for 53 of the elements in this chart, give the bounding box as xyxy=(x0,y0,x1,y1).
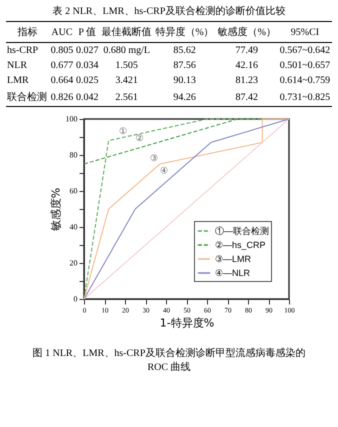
legend-label: ①—联合检测 xyxy=(215,226,269,236)
category-label: P 值 xyxy=(74,22,100,42)
legend-label: ②—hs_CRP xyxy=(215,240,266,250)
text: 85.62 xyxy=(173,45,196,56)
category-label: NLR xyxy=(7,60,27,71)
x-axis-title: 1-特异度% xyxy=(160,316,214,330)
text: 表 2 NLR、LMR、hs-CRP及联合检测的诊断价值比较 xyxy=(52,4,286,18)
text: 0.034 xyxy=(76,60,98,71)
legend-label: ④—NLR xyxy=(215,268,251,278)
category-label: AUC xyxy=(49,22,75,42)
category-label: 指标 xyxy=(6,22,50,42)
text: 0.805 xyxy=(50,45,74,56)
text: 3.421 xyxy=(115,75,138,86)
category-label: 最佳截断值 xyxy=(100,22,154,42)
y-tick-label: 60 xyxy=(70,186,78,196)
category-label: 特异度（%） xyxy=(153,22,216,42)
text: 0.501~0.657 xyxy=(280,60,330,71)
y-tick-label: 40 xyxy=(70,222,78,232)
y-tick-label: 20 xyxy=(70,258,78,268)
text: 81.23 xyxy=(236,75,258,86)
category-label: 联合检测 xyxy=(7,92,47,103)
text: 0.027 xyxy=(76,45,98,56)
legend-label: ③—LMR xyxy=(215,254,252,264)
text: 0.614~0.759 xyxy=(280,75,330,86)
y-tick-label: 100 xyxy=(66,114,78,124)
text: 0.731~0.825 xyxy=(280,92,330,102)
annotation: ③ xyxy=(150,153,158,163)
text: 94.26 xyxy=(173,92,196,102)
text: 42.16 xyxy=(236,60,258,71)
y-tick-label: 0 xyxy=(74,294,78,304)
annotation: ② xyxy=(136,133,144,144)
text: 图 1 NLR、LMR、hs-CRP及联合检测诊断甲型流感病毒感染的ROC 曲线 xyxy=(32,346,306,374)
annotation: ① xyxy=(119,126,128,136)
text: 0.042 xyxy=(76,92,98,102)
category-label: 95%CI xyxy=(278,22,332,42)
category-label: hs-CRP xyxy=(7,45,38,56)
y-tick-label: 80 xyxy=(70,150,78,160)
text: 2.561 xyxy=(115,92,138,102)
text: 87.42 xyxy=(236,92,258,102)
text: 90.13 xyxy=(173,75,196,86)
text: 0.664 xyxy=(50,75,74,86)
text: 0.680 mg/L xyxy=(103,45,150,56)
text: 1.505 xyxy=(115,60,138,71)
text: 0.826 xyxy=(50,92,74,102)
category-label: 敏感度（%） xyxy=(216,22,278,42)
annotation: ④ xyxy=(160,166,168,176)
text: 77.49 xyxy=(236,45,258,56)
y-axis-title: 敏感度% xyxy=(50,188,62,232)
text: 0.025 xyxy=(76,75,98,86)
category-label: LMR xyxy=(7,75,29,86)
text: 0.567~0.642 xyxy=(280,45,330,56)
text: 0.677 xyxy=(50,60,74,71)
text: 87.56 xyxy=(173,60,196,71)
